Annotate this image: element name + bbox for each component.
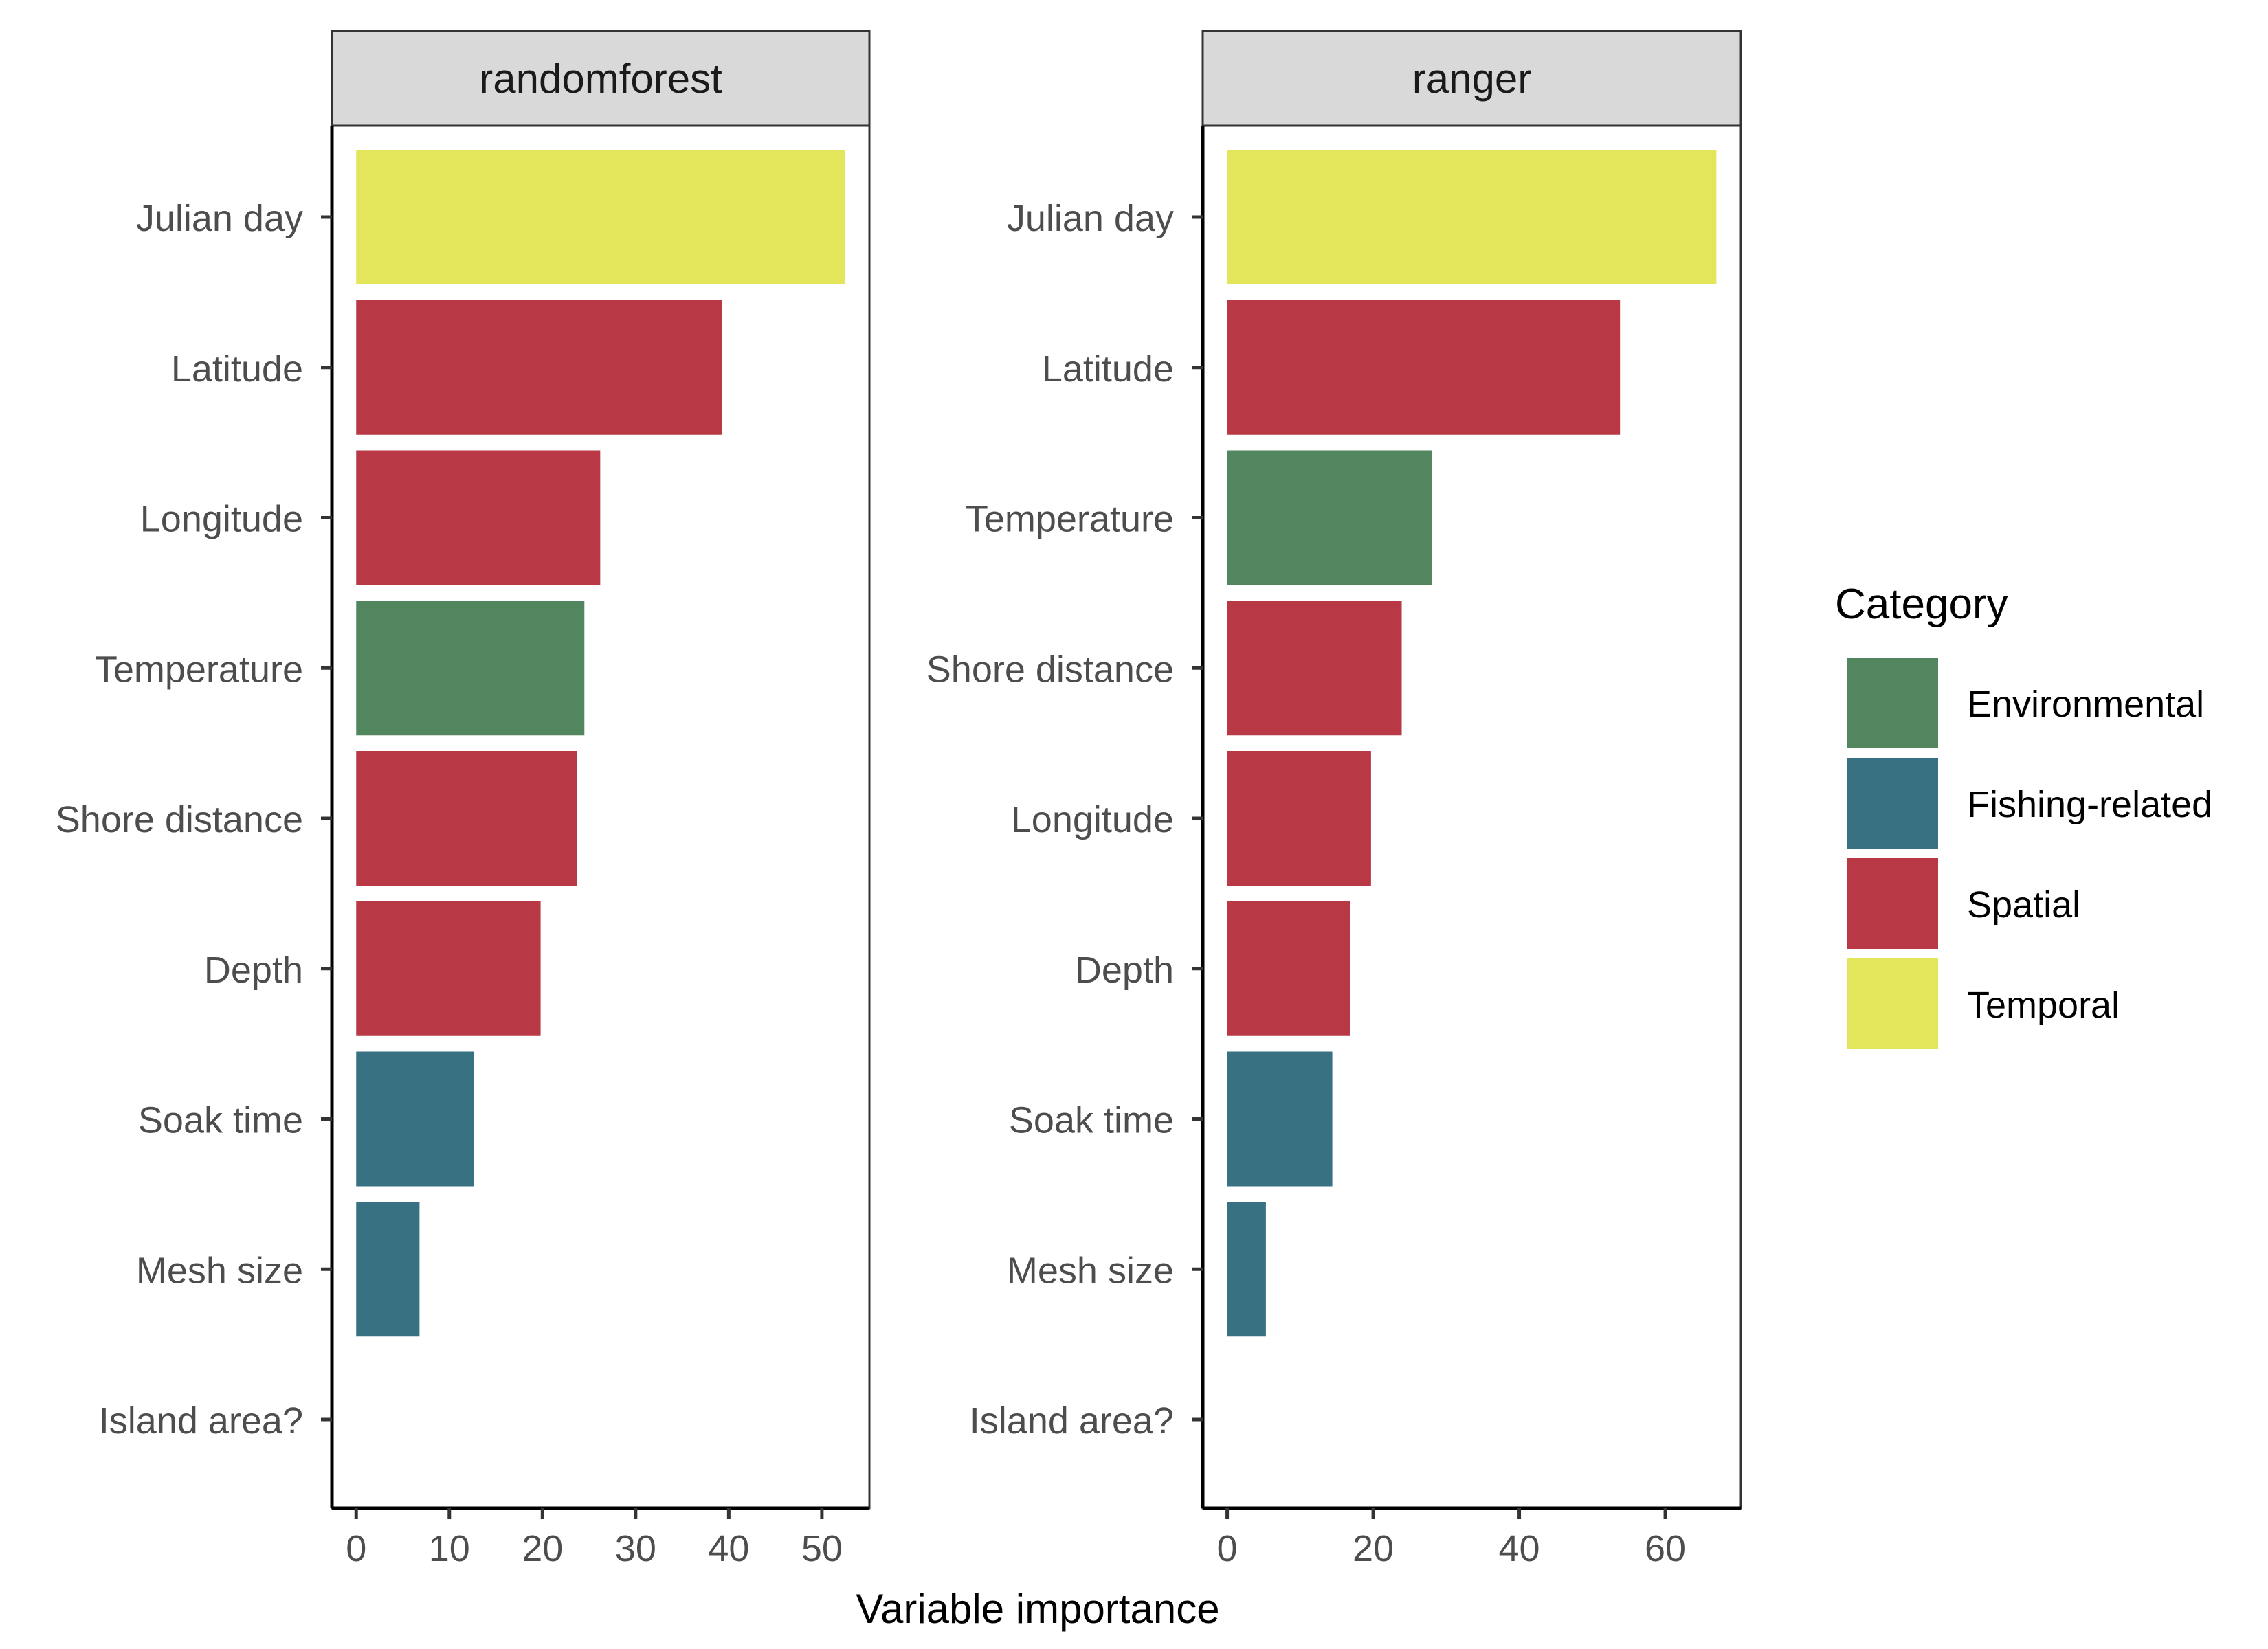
y-tick-label: Island area?	[99, 1400, 303, 1442]
bar	[1227, 1202, 1266, 1337]
legend-label: Temporal	[1967, 985, 2120, 1026]
bar	[1227, 150, 1717, 284]
panel-ranger: ranger Julian day Latitude Temperature Shore…	[926, 30, 1742, 1569]
legend-key-temporal	[1847, 958, 1938, 1049]
bar	[1227, 601, 1402, 736]
y-tick-label: Shore distance	[926, 649, 1174, 690]
bar	[356, 300, 722, 435]
panels: randomforest Julian day Latitude Longitude T…	[56, 30, 1742, 1569]
panel-strip	[1201, 30, 1742, 127]
bar	[1227, 901, 1350, 1036]
legend-label: Fishing-related	[1967, 784, 2212, 825]
legend: Category Environmental Fishing-related Spa…	[1835, 581, 2212, 1049]
x-tick-label: 20	[522, 1528, 563, 1569]
bar	[356, 601, 585, 736]
legend-label: Spatial	[1967, 884, 2080, 926]
legend-key-fishing-related	[1847, 758, 1938, 849]
bar	[1227, 300, 1621, 435]
bar	[1227, 450, 1432, 585]
bar	[356, 1202, 420, 1337]
bar	[356, 450, 601, 585]
panel-strip-label: randomforest	[479, 56, 722, 102]
x-tick-label: 20	[1353, 1528, 1394, 1569]
legend-key-spatial	[1847, 858, 1938, 949]
panel-strip	[331, 30, 871, 127]
legend-items: Environmental Fishing-related Spatial Tempo…	[1847, 658, 2212, 1049]
x-tick-label: 40	[1499, 1528, 1540, 1569]
y-tick-label: Temperature	[966, 499, 1174, 540]
y-tick-label: Julian day	[1007, 198, 1174, 239]
legend-label: Environmental	[1967, 684, 2204, 725]
y-tick-label: Soak time	[1009, 1100, 1174, 1141]
x-tick-label: 0	[1217, 1528, 1238, 1569]
x-tick-label: 40	[708, 1528, 749, 1569]
y-tick-label: Shore distance	[56, 799, 303, 840]
y-tick-label: Island area?	[970, 1400, 1174, 1442]
bar	[356, 901, 541, 1036]
y-tick-label: Latitude	[171, 348, 303, 390]
legend-key-environmental	[1847, 658, 1938, 748]
y-tick-label: Longitude	[140, 499, 303, 540]
panel-strip-label: ranger	[1412, 56, 1531, 102]
y-tick-label: Latitude	[1042, 348, 1174, 390]
y-tick-label: Mesh size	[1007, 1250, 1174, 1291]
x-tick-label: 60	[1645, 1528, 1686, 1569]
bar	[1227, 751, 1371, 886]
y-tick-label: Mesh size	[136, 1250, 303, 1291]
legend-title: Category	[1835, 581, 2008, 628]
x-tick-label: 10	[429, 1528, 470, 1569]
y-tick-label: Depth	[204, 950, 303, 991]
bar	[356, 150, 845, 284]
x-axis-title: Variable importance	[856, 1586, 1219, 1632]
bar	[356, 1051, 474, 1187]
x-tick-label: 30	[615, 1528, 656, 1569]
y-tick-label: Soak time	[138, 1100, 303, 1141]
y-tick-label: Temperature	[95, 649, 303, 690]
y-tick-label: Julian day	[136, 198, 303, 239]
y-tick-label: Longitude	[1011, 799, 1174, 840]
x-tick-label: 0	[346, 1528, 366, 1569]
panel-randomforest: randomforest Julian day Latitude Longitude T…	[56, 30, 871, 1569]
x-tick-label: 50	[801, 1528, 843, 1569]
bar	[1227, 1051, 1333, 1187]
y-tick-label: Depth	[1075, 950, 1174, 991]
bar	[356, 751, 577, 886]
